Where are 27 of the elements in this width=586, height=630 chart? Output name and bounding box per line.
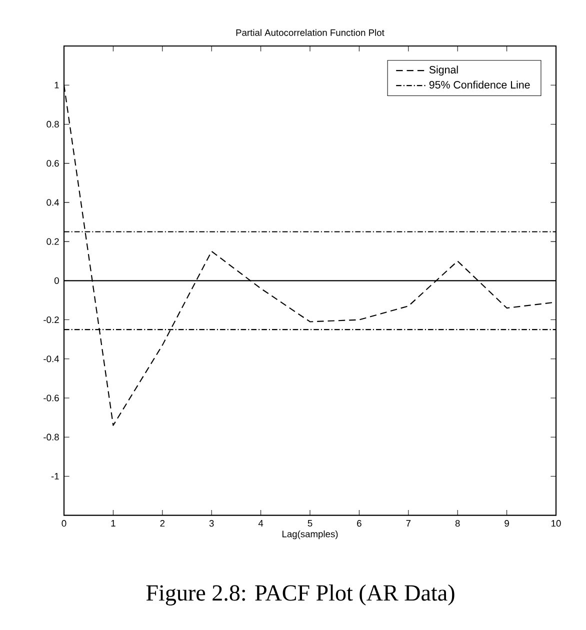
x-tick-label: 0 (62, 520, 66, 527)
x-axis-title: Lag(samples) (282, 530, 338, 540)
y-tick-label: -0.8 (44, 434, 59, 440)
x-tick-label: 7 (406, 520, 411, 526)
x-tick-label: 3 (209, 520, 214, 527)
y-tick-label: 1 (54, 82, 59, 88)
x-tick-label: 1 (111, 520, 116, 526)
x-tick-label: 5 (308, 520, 312, 527)
y-tick-label: -0.4 (44, 356, 60, 362)
x-tick-label: 10 (552, 520, 561, 527)
x-tick-label: 6 (357, 520, 362, 527)
x-tick-label: 9 (504, 520, 509, 527)
x-tick-label: 4 (258, 520, 264, 526)
legend-label: 95% Confidence Line (429, 80, 530, 89)
y-tick-label: -0.6 (44, 394, 59, 402)
chart-title: Partial Autocorrelation Function Plot (236, 29, 384, 36)
y-tick-label: -1 (51, 473, 59, 480)
y-tick-label: 0.8 (46, 120, 59, 128)
caption: Figure 2.8: PACF Plot (AR Data) (146, 584, 454, 606)
y-tick-label: -0.2 (44, 316, 59, 324)
x-tick-label: 2 (160, 520, 165, 527)
x-tick-label: 8 (455, 520, 460, 527)
y-tick-label: 0.4 (46, 199, 60, 206)
legend-label: Signal (429, 66, 458, 76)
y-tick-label: 0.6 (46, 160, 59, 167)
y-tick-label: 0.2 (46, 238, 59, 245)
y-tick-label: 0 (54, 277, 59, 284)
